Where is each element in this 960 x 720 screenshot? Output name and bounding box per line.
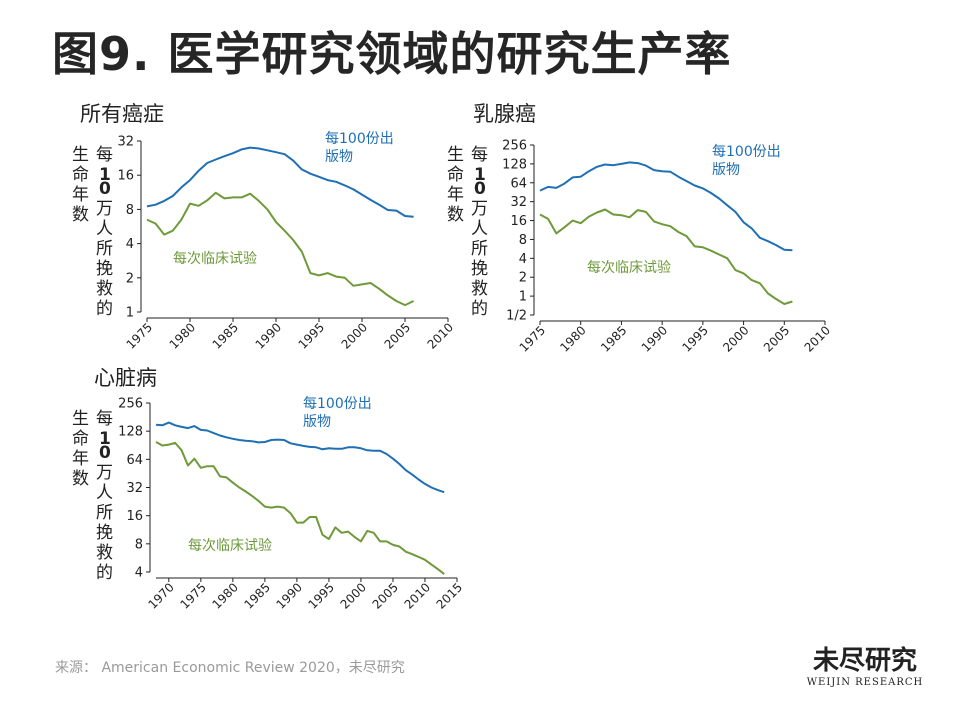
y-tick-label: 16 (117, 169, 134, 184)
y-axis-label-inner: 每 1 0 万人所挽救的 (96, 145, 113, 319)
y-tick-label: 1 (126, 306, 134, 321)
chart-all-cancers: 所有癌症 1 2 4 8 16 32 1975 1980 1985 1990 1995 2000 200… (60, 96, 460, 366)
x-tick-label: 1980 (557, 323, 588, 354)
chart-breast-cancer: 乳腺癌 1/2 1 2 4 8 16 32 64 128 256 1975 1980 1985 1990 1… (435, 96, 855, 366)
y-tick-label: 64 (510, 176, 527, 191)
y-tick-label: 1 (519, 290, 527, 305)
x-tick-label: 1990 (274, 580, 305, 611)
x-tick-label: 1985 (598, 323, 629, 354)
series-label-publications: 每100份出版物 (303, 396, 372, 430)
y-axis-label-inner: 每 1 0 万人所挽救的 (471, 145, 488, 319)
y-tick-label: 8 (126, 203, 134, 218)
y-axis-label-outer: 生命年数 (72, 409, 89, 489)
x-tick-label: 1990 (253, 320, 284, 351)
x-tick-label: 2000 (720, 323, 751, 354)
x-tick-label: 1985 (210, 320, 241, 351)
y-tick-label: 256 (502, 139, 527, 154)
y-tick-label: 32 (126, 481, 143, 496)
x-tick-label: 1995 (306, 580, 337, 611)
x-tick-label: 2005 (382, 320, 413, 351)
y-tick-label: 4 (519, 252, 527, 267)
y-tick-label: 1/2 (506, 309, 527, 324)
series-line-trials (146, 191, 415, 307)
y-tick-label: 4 (135, 566, 143, 581)
y-tick-label: 4 (126, 237, 134, 252)
series-label-trials: 每次临床试验 (188, 538, 272, 554)
y-tick-label: 64 (126, 453, 143, 468)
x-tick-label: 1990 (639, 323, 670, 354)
chart-title: 所有癌症 (80, 102, 164, 126)
x-tick-label: 1975 (177, 580, 208, 611)
y-axis-label-outer: 生命年数 (447, 145, 464, 225)
y-axis-label-outer: 生命年数 (72, 145, 89, 225)
series-line-publications (539, 161, 793, 252)
y-tick-label: 2 (519, 271, 527, 286)
x-tick-label: 2015 (434, 580, 465, 611)
x-tick-label: 2010 (402, 580, 433, 611)
series-line-publications (155, 421, 445, 494)
series-label-publications: 每100份出版物 (712, 144, 781, 178)
logo-chinese: 未尽研究 (812, 646, 917, 676)
chart-title: 乳腺癌 (473, 102, 536, 126)
series-label-trials: 每次临床试验 (173, 251, 257, 267)
x-tick-label: 1995 (296, 320, 327, 351)
x-tick-label: 2005 (761, 323, 792, 354)
y-tick-label: 128 (502, 157, 527, 172)
x-tick-label: 1970 (145, 580, 176, 611)
x-tick-label: 1980 (167, 320, 198, 351)
series-line-trials (155, 441, 445, 575)
series-label-publications: 每100份出版物 (325, 131, 394, 165)
x-tick-label: 1975 (124, 320, 155, 351)
y-tick-label: 32 (510, 195, 527, 210)
y-tick-label: 2 (126, 271, 134, 286)
series-label-trials: 每次临床试验 (587, 260, 671, 276)
x-tick-label: 2005 (370, 580, 401, 611)
x-tick-label: 1980 (209, 580, 240, 611)
chart-title: 心脏病 (94, 366, 157, 390)
series-line-trials (539, 208, 793, 305)
chart-heart-disease: 心脏病 4 8 16 32 64 128 256 1970 1975 1980 1985 1990 19… (60, 360, 480, 630)
y-tick-label: 16 (510, 214, 527, 229)
y-axis-label-inner: 每 1 0 万人所挽救的 (96, 409, 113, 583)
source-note: 来源： American Economic Review 2020，未尽研究 (55, 660, 405, 676)
y-tick-label: 256 (118, 397, 143, 412)
x-tick-label: 1995 (679, 323, 710, 354)
page-title: 图9. 医学研究领域的研究生产率 (52, 27, 732, 81)
chart-svg: 1/2 1 2 4 8 16 32 64 128 256 1975 1980 1985 1990 1995 2… (447, 139, 833, 355)
x-tick-label: 1985 (241, 580, 272, 611)
logo-english: WEIJIN RESEARCH (806, 677, 924, 688)
series-line-publications (146, 146, 414, 218)
y-tick-label: 8 (135, 537, 143, 552)
x-tick-label: 2000 (338, 580, 369, 611)
x-tick-label: 1975 (517, 323, 548, 354)
x-tick-label: 2000 (339, 320, 370, 351)
x-tick-label: 2010 (802, 323, 833, 354)
y-tick-label: 16 (126, 509, 143, 524)
y-tick-label: 8 (519, 233, 527, 248)
brand-logo: 未尽研究 WEIJIN RESEARCH (806, 646, 924, 690)
y-tick-label: 128 (118, 425, 143, 440)
y-tick-label: 32 (117, 135, 134, 150)
